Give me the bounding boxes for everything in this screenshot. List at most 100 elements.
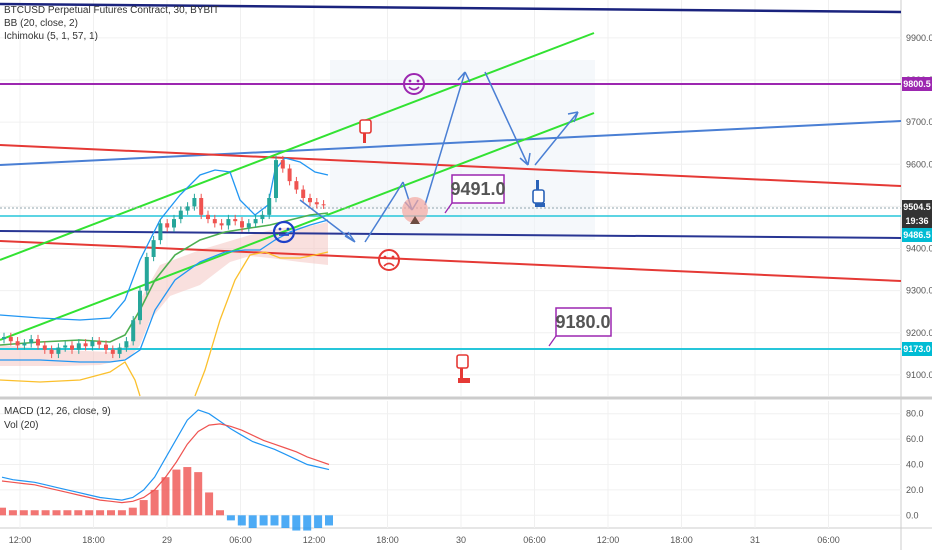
- candle-body[interactable]: [178, 210, 183, 220]
- macd-tick-label: 0.0: [906, 510, 919, 520]
- histogram-bar: [8, 510, 17, 516]
- candle-body[interactable]: [63, 345, 68, 348]
- histogram-bar: [52, 510, 61, 516]
- candle-body[interactable]: [36, 339, 40, 346]
- histogram-bar: [226, 515, 235, 521]
- histogram-bar: [194, 472, 203, 516]
- histogram-bar: [183, 467, 192, 516]
- candle-body[interactable]: [253, 219, 258, 224]
- price-tick-label: 9900.0: [906, 33, 932, 43]
- candle-body[interactable]: [110, 349, 115, 354]
- macd-tick-label: 20.0: [906, 485, 924, 495]
- candle-body[interactable]: [158, 223, 163, 241]
- red-upper-line: [0, 144, 902, 187]
- candle-body[interactable]: [240, 221, 244, 228]
- ichimoku-lagging: [0, 251, 329, 397]
- histogram-bar: [85, 510, 94, 516]
- time-tick-label: 06:00: [229, 535, 252, 545]
- candle-body[interactable]: [212, 219, 217, 224]
- bb-legend[interactable]: BB (20, close, 2): [4, 18, 78, 29]
- candle-body[interactable]: [199, 198, 204, 215]
- candle-body[interactable]: [165, 223, 170, 228]
- ichimoku-legend[interactable]: Ichimoku (5, 1, 57, 1): [4, 31, 98, 42]
- macd-legend[interactable]: MACD (12, 26, close, 9): [4, 406, 111, 417]
- candle-body[interactable]: [287, 168, 292, 182]
- candlesticks[interactable]: [2, 155, 326, 359]
- candle-body[interactable]: [70, 345, 74, 350]
- candle-body[interactable]: [192, 198, 197, 207]
- price-tick-label: 9100.0: [906, 370, 932, 380]
- macd-line: [1, 409, 330, 501]
- price-tag-label: 9800.5: [903, 79, 931, 89]
- histogram-bar: [205, 492, 214, 516]
- candle-body[interactable]: [172, 219, 176, 228]
- macd-tick-label: 40.0: [906, 460, 924, 470]
- callout-9491-text: 9491.0: [450, 179, 505, 199]
- candle-body[interactable]: [124, 341, 129, 348]
- candle-body[interactable]: [29, 339, 34, 344]
- candle-body[interactable]: [226, 219, 231, 226]
- histogram-bar: [216, 510, 224, 516]
- candle-body[interactable]: [260, 214, 265, 220]
- candle-body[interactable]: [117, 347, 122, 354]
- price-tag-label: 9486.5: [903, 230, 931, 240]
- candle-body[interactable]: [104, 344, 108, 350]
- candle-body[interactable]: [301, 189, 306, 198]
- candle-body[interactable]: [294, 181, 299, 190]
- histogram-bar: [150, 489, 159, 516]
- callout-9180[interactable]: 9180.0: [548, 307, 612, 347]
- time-tick-label: 18:00: [670, 535, 693, 545]
- time-tick-label: 18:00: [82, 535, 105, 545]
- candle-body[interactable]: [308, 198, 312, 203]
- candle-body[interactable]: [321, 204, 326, 206]
- time-tick-label: 12:00: [303, 535, 326, 545]
- callout-9180-text: 9180.0: [555, 312, 610, 332]
- candle-body[interactable]: [97, 341, 102, 345]
- price-tag: [902, 214, 932, 228]
- price-tag: [902, 228, 932, 242]
- top-blue-line: [0, 2, 902, 14]
- candle-body[interactable]: [138, 290, 142, 321]
- candle-body[interactable]: [314, 202, 319, 205]
- candle-body[interactable]: [49, 349, 54, 354]
- macd-axis[interactable]: 0.0 20.0 40.0 60.0 80.0: [906, 409, 924, 521]
- candle-body[interactable]: [267, 198, 272, 215]
- candle-body[interactable]: [131, 320, 136, 342]
- candle-body[interactable]: [144, 256, 149, 291]
- time-tick-label: 18:00: [376, 535, 399, 545]
- candle-body[interactable]: [83, 343, 88, 347]
- candle-body[interactable]: [151, 240, 156, 257]
- price-tick-label: 9600.0: [906, 159, 932, 169]
- callout-9491[interactable]: 9491.0: [444, 174, 506, 214]
- price-tag-label: 19:36: [905, 216, 928, 226]
- symbol-legend[interactable]: BTCUSD Perpetual Futures Contract, 30, B…: [4, 5, 219, 16]
- candle-body[interactable]: [22, 343, 27, 346]
- candle-body[interactable]: [90, 341, 95, 347]
- candle-body[interactable]: [206, 214, 210, 220]
- time-axis[interactable]: 12:00 18:00 29 06:00 12:00 18:00 30 06:00 12:00 1…: [9, 535, 840, 545]
- candle-body[interactable]: [246, 223, 251, 228]
- candle-body[interactable]: [185, 206, 190, 211]
- candle-body[interactable]: [274, 160, 278, 198]
- candle-body[interactable]: [280, 160, 285, 169]
- price-tag: [902, 200, 932, 214]
- candle-body[interactable]: [8, 337, 13, 342]
- candle-body[interactable]: [56, 347, 61, 354]
- histogram-bar: [325, 515, 333, 526]
- candle-body[interactable]: [15, 341, 20, 346]
- candle-body[interactable]: [2, 337, 6, 340]
- histogram-bar: [237, 515, 246, 526]
- vol-legend[interactable]: Vol (20): [4, 420, 38, 431]
- candle-body[interactable]: [42, 345, 47, 350]
- macd-histogram: [0, 467, 333, 531]
- histogram-bar: [128, 507, 137, 516]
- up-marker-icon: [410, 216, 420, 224]
- bb-lower: [0, 219, 329, 363]
- candle-body[interactable]: [219, 223, 224, 226]
- candle-body[interactable]: [76, 343, 81, 350]
- price-tick-label: 9300.0: [906, 286, 932, 296]
- histogram-bar: [19, 510, 28, 516]
- candle-body[interactable]: [233, 219, 238, 222]
- histogram-bar: [303, 515, 312, 531]
